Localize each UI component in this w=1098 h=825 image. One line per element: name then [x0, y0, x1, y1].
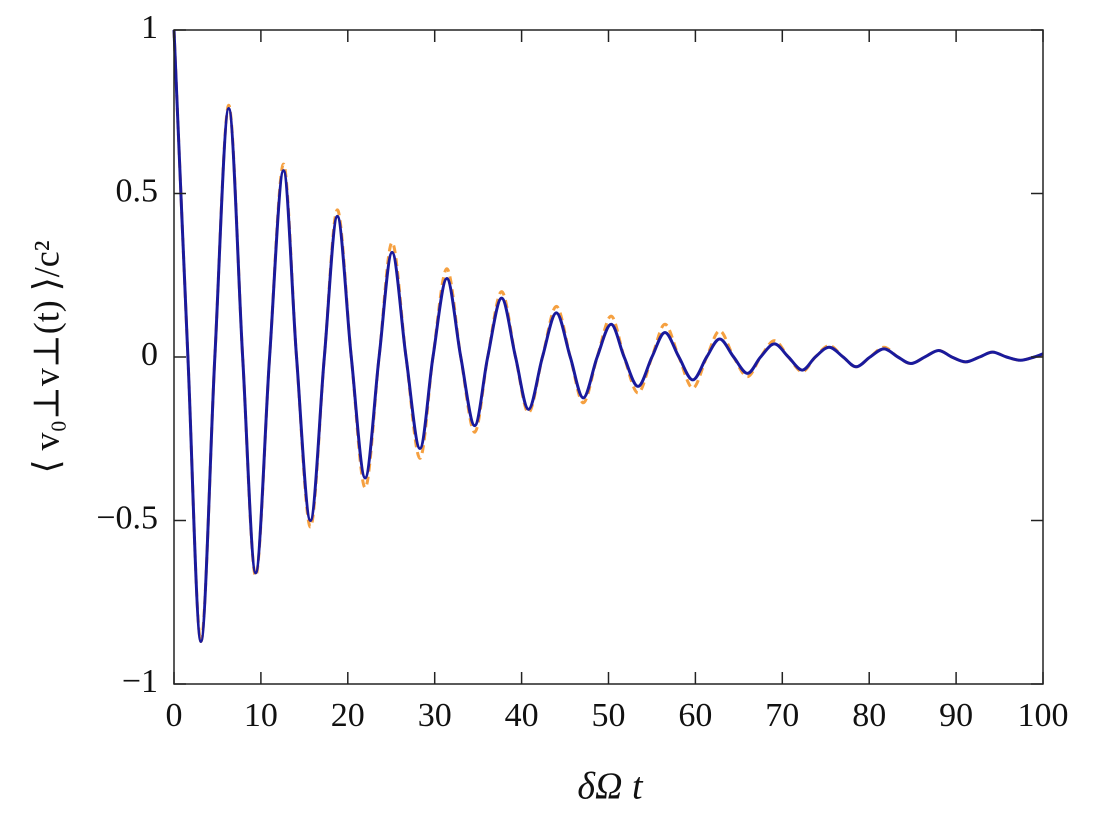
x-tick-label: 10 — [244, 697, 278, 734]
x-tick-label: 70 — [765, 697, 799, 734]
x-tick-label: 100 — [1018, 697, 1069, 734]
y-tick-label: 0.5 — [116, 172, 159, 209]
x-tick-label: 60 — [678, 697, 712, 734]
y-tick-label: 0 — [141, 336, 158, 373]
x-tick-label: 30 — [418, 697, 452, 734]
data-line — [172, 29, 1044, 643]
x-tick-label: 20 — [331, 697, 365, 734]
y-tick-label: −1 — [122, 663, 158, 700]
x-tick-label: 90 — [939, 697, 973, 734]
y-axis-label: ⟨ v₀⊥v⊥(t) ⟩/c² — [26, 240, 66, 473]
y-tick-label: 1 — [141, 9, 158, 46]
x-tick-label: 40 — [505, 697, 539, 734]
x-axis-label: δΩ t — [577, 766, 644, 808]
plot-frame — [173, 29, 1044, 685]
y-tick-label: −0.5 — [96, 499, 158, 536]
x-tick-label: 0 — [166, 697, 183, 734]
x-tick-label: 80 — [852, 697, 886, 734]
data-line — [172, 29, 1044, 643]
x-tick-label: 50 — [592, 697, 626, 734]
